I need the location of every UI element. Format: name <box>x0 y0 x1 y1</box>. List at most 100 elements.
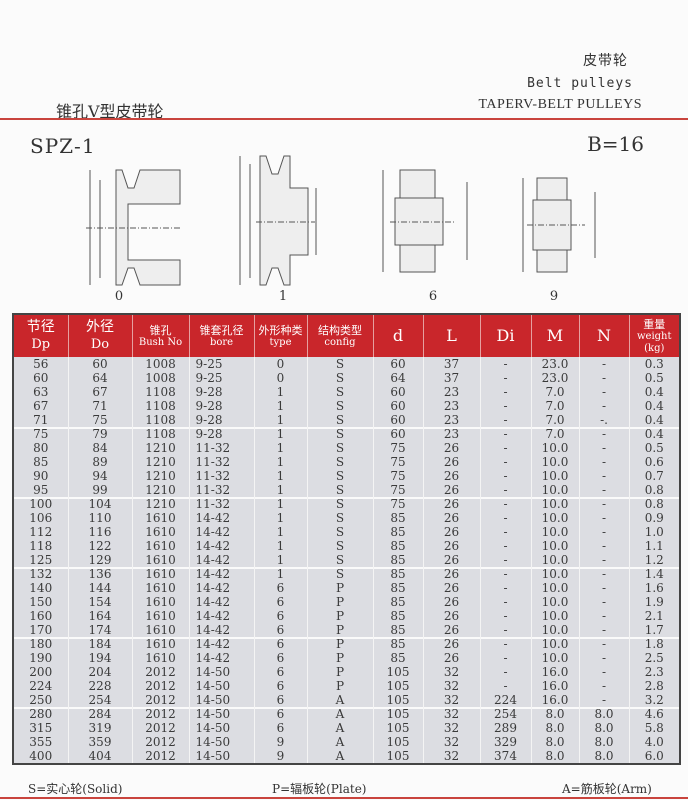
table-cell: 23 <box>422 399 480 413</box>
table-cell: 90 <box>12 469 68 483</box>
table-cell: 10.0 <box>530 497 579 511</box>
table-cell: 104 <box>67 497 132 511</box>
table-cell: 1.8 <box>628 637 680 651</box>
table-cell: - <box>479 609 531 623</box>
table-cell: 10.0 <box>530 539 579 553</box>
table-cell: 16.0 <box>530 679 579 693</box>
table-cell: - <box>479 651 531 665</box>
pulley-drawing-type-9 <box>522 177 596 273</box>
table-cell: 315 <box>12 721 68 735</box>
column-header: 外径 Do <box>67 314 132 357</box>
table-cell: 26 <box>422 595 480 609</box>
table-cell: 6 <box>253 595 307 609</box>
column-header-cn: 重量 <box>643 317 666 331</box>
table-row: 280 284 2012 14-50 6 A 105 32 254 8.0 8.0 4.6 <box>12 707 680 721</box>
table-cell: 85 <box>372 651 423 665</box>
table-cell: 26 <box>422 623 480 637</box>
table-cell: 2012 <box>131 735 189 749</box>
table-cell: 60 <box>372 385 423 399</box>
table-cell: P <box>306 651 373 665</box>
table-cell: 26 <box>422 441 480 455</box>
table-cell: 404 <box>67 749 132 764</box>
table-row: 63 67 1108 9-28 1 S 60 23-7.0-0.4 <box>12 385 680 399</box>
table-cell: 110 <box>67 511 132 525</box>
table-cell: - <box>479 385 531 399</box>
pulley-spec-table: 节径 Dp 外径 Do 锥孔 Bush No 锥套孔径 bore 外形种类 type 结构类型 con… <box>12 313 681 765</box>
table-cell: 7.0 <box>530 399 579 413</box>
table-cell: 6 <box>253 651 307 665</box>
table-cell: - <box>578 539 629 553</box>
table-cell: 105 <box>372 665 423 679</box>
table-cell: S <box>306 525 373 539</box>
table-cell: - <box>479 441 531 455</box>
table-cell: 8.0 <box>530 721 579 735</box>
table-cell: 1008 <box>131 357 189 371</box>
table-cell: S <box>306 399 373 413</box>
table-cell: 1 <box>253 553 307 567</box>
table-cell: - <box>479 581 531 595</box>
table-row: 180 184 1610 14-42 6 P 85 26-10.0-1.8 <box>12 637 680 651</box>
table-cell: 0 <box>253 371 307 385</box>
table-row: 150 154 1610 14-42 6 P 85 26-10.0-1.9 <box>12 595 680 609</box>
table-row: 315 319 2012 14-50 6 A 105 32 289 8.0 8.0 5.8 <box>12 721 680 735</box>
table-cell: 26 <box>422 455 480 469</box>
table-cell: 26 <box>422 609 480 623</box>
table-row: 190 194 1610 14-42 6 P 85 26-10.0-2.5 <box>12 651 680 665</box>
table-row: 112 116 1610 14-42 1 S 85 26-10.0-1.0 <box>12 525 680 539</box>
table-cell: 284 <box>67 707 132 721</box>
table-cell: 84 <box>67 441 132 455</box>
table-cell: 9-28 <box>188 413 254 427</box>
table-cell: S <box>306 483 373 497</box>
table-cell: 10.0 <box>530 581 579 595</box>
table-cell: 374 <box>479 749 531 764</box>
table-cell: 194 <box>67 651 132 665</box>
table-row: 75 79 1108 9-28 1 S 60 23-7.0-0.4 <box>12 427 680 441</box>
table-cell: - <box>578 399 629 413</box>
table-cell: 67 <box>12 399 68 413</box>
table-cell: 60 <box>372 427 423 441</box>
table-cell: 129 <box>67 553 132 567</box>
table-cell: 0.4 <box>628 399 680 413</box>
table-cell: 1210 <box>131 483 189 497</box>
table-cell: 3.2 <box>628 693 680 707</box>
table-cell: 2012 <box>131 679 189 693</box>
table-cell: 8.0 <box>578 749 629 764</box>
table-cell: A <box>306 693 373 707</box>
table-cell: - <box>578 483 629 497</box>
table-cell: 359 <box>67 735 132 749</box>
table-cell: 14-50 <box>188 679 254 693</box>
table-cell: 26 <box>422 469 480 483</box>
table-cell: 23.0 <box>530 371 579 385</box>
table-cell: 6 <box>253 609 307 623</box>
column-header-cn: 外径 <box>86 319 114 335</box>
legend-arm: A=筋板轮(Arm) <box>562 782 652 796</box>
table-cell: 6 <box>253 693 307 707</box>
column-header-en: weight (kg) <box>636 330 672 354</box>
table-cell: 26 <box>422 651 480 665</box>
column-header-cn: 锥套孔径 <box>199 323 244 337</box>
table-cell: 85 <box>12 455 68 469</box>
table-cell: 64 <box>67 371 132 385</box>
table-cell: 1610 <box>131 581 189 595</box>
table-cell: 85 <box>372 553 423 567</box>
table-cell: - <box>479 623 531 637</box>
table-cell: 14-42 <box>188 511 254 525</box>
column-header: Di <box>479 314 531 357</box>
table-cell: 2.1 <box>628 609 680 623</box>
column-header: 重量 weight (kg) <box>628 314 680 357</box>
table-cell: 224 <box>12 679 68 693</box>
table-cell: 6 <box>253 679 307 693</box>
table-cell: P <box>306 581 373 595</box>
column-header: 锥套孔径 bore <box>188 314 254 357</box>
table-cell: 7.0 <box>530 385 579 399</box>
table-cell: 319 <box>67 721 132 735</box>
table-cell: 2012 <box>131 693 189 707</box>
table-cell: 75 <box>372 455 423 469</box>
table-cell: 56 <box>12 357 68 371</box>
table-cell: - <box>479 567 531 581</box>
table-cell: 94 <box>67 469 132 483</box>
table-cell: P <box>306 665 373 679</box>
table-cell: A <box>306 707 373 721</box>
table-cell: - <box>479 455 531 469</box>
table-cell: - <box>479 679 531 693</box>
